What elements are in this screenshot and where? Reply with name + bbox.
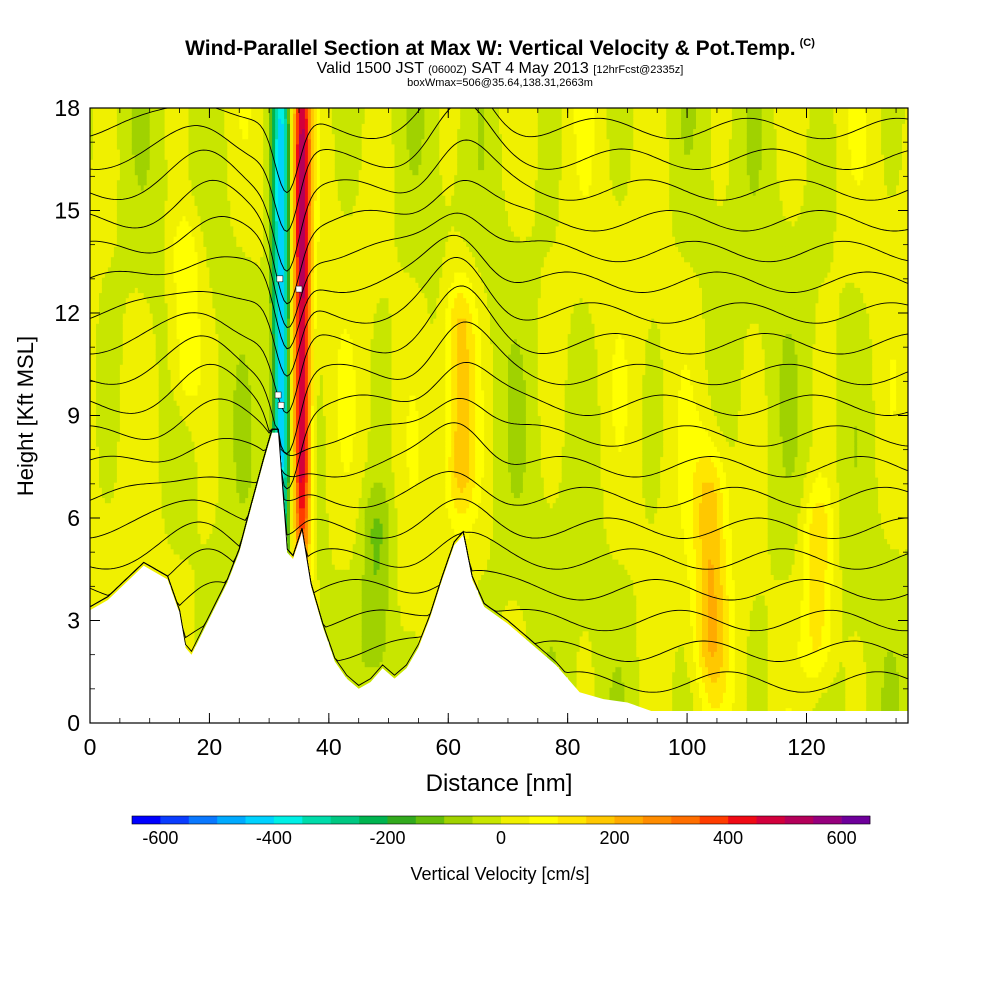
- cross-section-chart: 0 20 40 60 80 100 1200369121518 -600 -400 -200 0 2…: [0, 0, 1000, 1000]
